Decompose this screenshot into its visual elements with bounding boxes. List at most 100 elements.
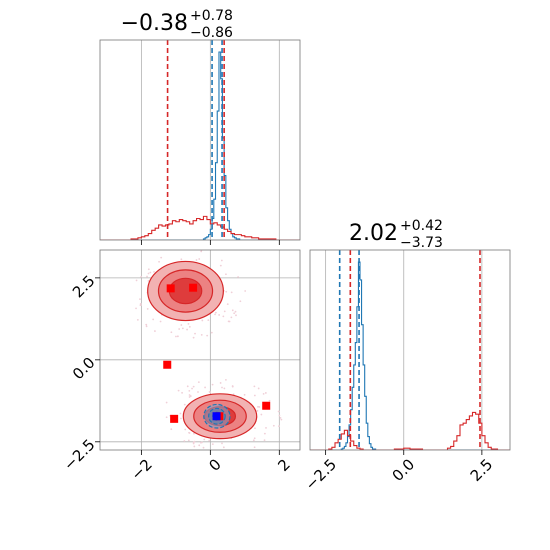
joint-sample-dot <box>139 302 142 305</box>
right-frame <box>309 249 511 451</box>
joint-sample-dot <box>260 413 263 416</box>
joint-sample-dot <box>191 387 193 390</box>
joint-sample-dot <box>243 393 246 396</box>
joint-sample-dot <box>258 406 261 408</box>
joint-sample-dot <box>257 387 260 390</box>
joint-sample-dot <box>160 256 163 259</box>
joint-sample-dot <box>231 309 234 312</box>
joint-sample-dot <box>262 392 265 395</box>
joint-sample-dot <box>183 403 186 406</box>
joint-sample-dot <box>139 304 142 307</box>
joint-sample-dot <box>223 387 226 390</box>
joint-sample-dot <box>272 424 275 427</box>
joint-tick-label-y: −2.5 <box>60 436 98 474</box>
joint-sample-dot <box>170 331 173 334</box>
joint-sample-dot <box>231 385 234 387</box>
joint-sample-dot <box>183 440 186 442</box>
joint-sample-dot <box>207 319 210 322</box>
joint-sample-dot <box>147 272 150 275</box>
top-title-minus: −0.86 <box>190 25 233 41</box>
joint-sample-dot <box>218 314 221 316</box>
joint-sample-dot <box>268 399 271 402</box>
joint-sample-dot <box>222 446 225 449</box>
joint-sample-dot <box>192 336 195 339</box>
joint-sample-dot <box>181 327 184 330</box>
joint-sample-dot <box>203 438 206 441</box>
joint-sample-dot <box>165 416 168 419</box>
joint-sample-dot <box>195 259 198 261</box>
joint-sample-dot <box>153 271 155 273</box>
joint-sample-dot <box>147 268 150 271</box>
joint-sample-dot <box>219 264 222 267</box>
joint-sample-dot <box>221 386 223 389</box>
joint-sample-dot <box>146 308 149 310</box>
joint-sample-dot <box>225 273 227 276</box>
joint-sample-dot <box>200 333 203 336</box>
joint-sample-dot <box>239 300 242 303</box>
joint-sample-dot <box>186 328 188 331</box>
joint-sample-dot <box>254 427 256 430</box>
joint-sample-dot <box>165 401 168 404</box>
joint-tick-label-x: −2 <box>128 455 156 483</box>
joint-sample-dot <box>278 425 280 428</box>
joint-sample-dot <box>219 382 222 384</box>
joint-sample-dot <box>225 290 228 293</box>
joint-sample-dot <box>280 418 283 421</box>
joint-sample-dot <box>278 414 281 417</box>
right-tick-label-x: −2.5 <box>302 455 340 493</box>
joint-sample-dot <box>147 280 150 282</box>
joint-sample-dot <box>253 394 256 397</box>
joint-sample-dot <box>181 391 183 394</box>
joint-sample-dot <box>244 290 247 292</box>
joint-sample-dot <box>197 381 200 384</box>
joint-sample-dot <box>201 319 204 322</box>
top-hist-series-1 <box>100 215 300 240</box>
joint-sample-dot <box>180 417 182 420</box>
joint-sample-dot <box>277 410 280 413</box>
joint-sample-dot <box>201 441 203 444</box>
joint-sample-dot <box>187 322 190 325</box>
joint-sample-dot <box>226 303 229 306</box>
joint-sample-dot <box>208 246 210 248</box>
joint-sample-dot <box>194 332 196 335</box>
top-title-plus: +0.78 <box>190 8 233 24</box>
joint-sample-dot <box>220 259 223 262</box>
joint-sample-dot <box>186 385 189 388</box>
joint-sample-dot <box>189 395 192 397</box>
joint-marker-1 <box>189 283 198 292</box>
top-title-value: −0.38 <box>121 11 188 36</box>
joint-sample-dot <box>230 316 233 319</box>
joint-sample-dot <box>208 439 211 442</box>
joint-sample-dot <box>176 335 179 338</box>
joint-marker-0 <box>166 284 175 293</box>
joint-sample-dot <box>198 258 201 260</box>
joint-sample-dot <box>257 405 259 408</box>
joint-sample-dot <box>227 320 230 323</box>
marginal-histogram-param-1: −0.38 +0.78−0.86 <box>99 8 301 245</box>
joint-tick-label-y: 2.5 <box>69 272 99 302</box>
top-hist-series-0 <box>100 51 300 240</box>
right-title-minus: −3.73 <box>400 235 443 251</box>
joint-sample-dot <box>234 310 237 313</box>
joint-sample-dot <box>208 391 211 393</box>
joint-sample-dot <box>206 334 209 337</box>
joint-sample-dot <box>193 445 196 448</box>
joint-marker-2 <box>163 360 172 369</box>
joint-sample-dot <box>197 391 199 393</box>
joint-sample-dot <box>193 432 195 435</box>
joint-sample-dot <box>184 428 187 431</box>
joint-sample-dot <box>253 385 256 388</box>
joint-sample-dot <box>256 409 259 412</box>
joint-sample-dot <box>187 439 190 442</box>
joint-sample-dot <box>170 428 173 431</box>
joint-sample-dot <box>179 412 182 415</box>
joint-sample-dot <box>253 437 256 440</box>
joint-sample-dot <box>180 258 183 261</box>
joint-sample-dot <box>253 446 256 449</box>
joint-sample-dot <box>225 378 227 381</box>
joint-sample-dot <box>140 275 143 278</box>
joint-frame <box>99 249 301 451</box>
joint-sample-dot <box>188 325 191 328</box>
joint-sample-dot <box>202 446 205 449</box>
